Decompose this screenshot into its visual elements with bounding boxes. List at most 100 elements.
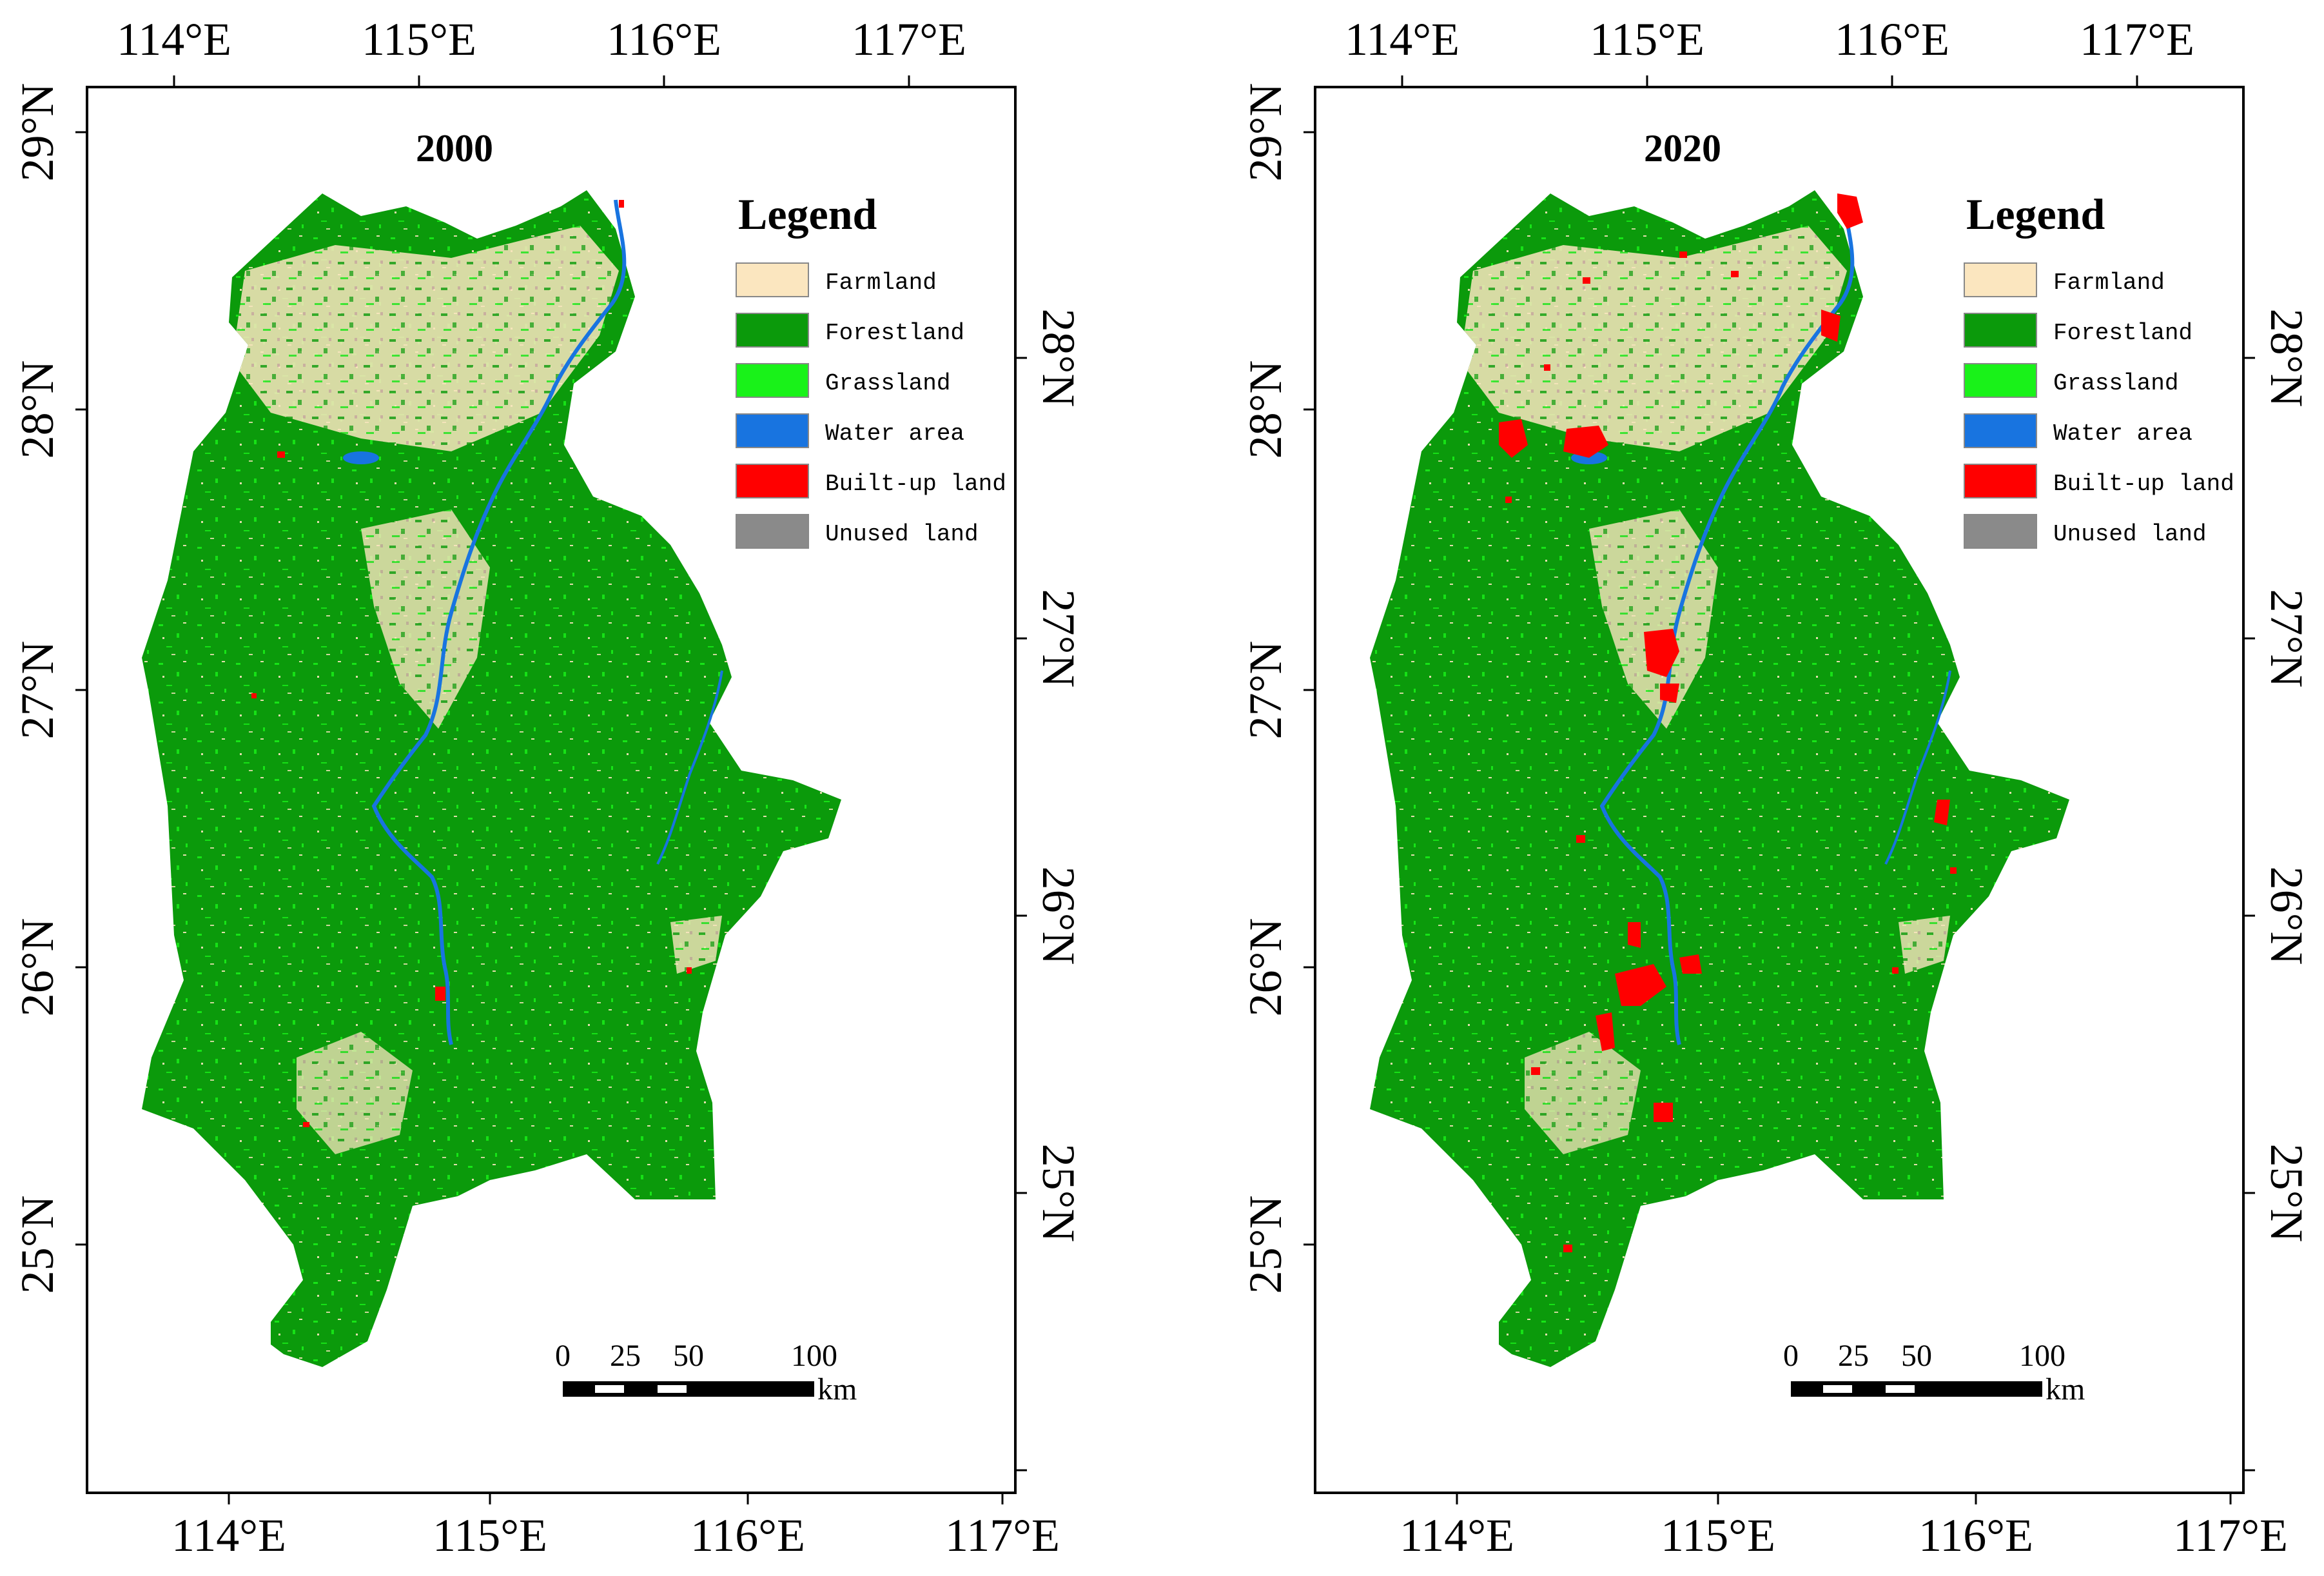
lat-ticks-left [1304,131,1315,1246]
scale-tick-100: 100 [2019,1339,2065,1373]
lat-label-right-3: 26°N [2261,867,2312,965]
legend-swatch-grassland [1964,363,2037,398]
legend-label-farmland: Farmland [2053,270,2165,296]
lon-label-bottom-2: 115°E [433,1510,547,1561]
lat-label-left-4: 26°N [12,918,63,1017]
built-up-patches [251,200,692,1127]
legend-swatch-unused-land [1964,514,2037,549]
legend-label-forestland: Forestland [825,320,964,346]
legend-label-forestland: Forestland [2053,320,2192,346]
scale-bar: 0 25 50 100 km [555,1339,857,1406]
lon-labels-top: 114°E 115°E 116°E 117°E [117,14,966,65]
lat-label-left-2: 28°N [12,360,63,459]
farmland-zone-north [1460,226,1847,451]
legend-swatch-built-up-land [1964,464,2037,498]
legend: Legend Farmland Forestland Grassland Wat… [1964,190,2234,549]
scale-tick-100: 100 [791,1339,837,1373]
map-panel-2000: 114°E 115°E 116°E 117°E 114°E 115°E 116°… [12,14,1084,1561]
panel-title: 2000 [416,127,493,170]
farmland-zone-central [361,509,490,729]
farmland-zone-central [1589,509,1718,729]
lat-ticks-right [2243,357,2255,1472]
legend-label-grassland: Grassland [2053,370,2178,397]
legend-label-built-up-land: Built-up land [825,471,1006,497]
land-use-region [1370,190,2069,1367]
legend-swatch-water-area [1964,413,2037,448]
legend-label-grassland: Grassland [825,370,950,397]
scale-tick-50: 50 [1901,1339,1932,1373]
legend-label-unused-land: Unused land [2053,521,2207,547]
scale-bar-white-seg-1 [1823,1385,1852,1393]
reservoir [343,451,379,464]
lat-ticks-left [75,131,87,1246]
lat-label-right-2: 27°N [2261,589,2312,688]
river-tributary-east [656,670,723,865]
lon-label-top-4: 117°E [2080,14,2194,65]
lat-label-right-1: 28°N [2261,309,2312,408]
lon-label-bottom-1: 114°E [171,1510,286,1561]
lat-label-left-3: 27°N [1240,641,1291,740]
lon-label-top-1: 114°E [1345,14,1460,65]
scale-tick-50: 50 [673,1339,704,1373]
lon-ticks-top [1401,75,2138,87]
lat-label-left-1: 29°N [1240,83,1291,182]
map-panel-2020: 114°E 115°E 116°E 117°E 114°E 115°E 116°… [1240,14,2312,1561]
farmland-zone-east [1899,916,1950,974]
land-use-region [142,190,841,1367]
legend-label-unused-land: Unused land [825,521,979,547]
lat-labels-left: 29°N 28°N 27°N 26°N 25°N [1240,83,1291,1294]
lon-ticks-bottom [1456,1493,2232,1504]
farmland-zone-north [232,226,619,451]
lat-label-right-3: 26°N [1033,867,1084,965]
legend-title: Legend [738,190,877,239]
scale-tick-25: 25 [610,1339,641,1373]
legend-label-water-area: Water area [825,420,964,447]
scale-unit: km [817,1372,857,1406]
farmland-zone-south [297,1032,413,1154]
lon-ticks-top [173,75,910,87]
lat-label-left-1: 29°N [12,83,63,182]
lon-label-top-3: 116°E [1835,14,1949,65]
legend-swatch-water-area [736,413,809,448]
lon-labels-top: 114°E 115°E 116°E 117°E [1345,14,2194,65]
lon-labels-bottom: 114°E 115°E 116°E 117°E [171,1510,1060,1561]
lon-labels-bottom: 114°E 115°E 116°E 117°E [1400,1510,2288,1561]
lon-label-top-2: 115°E [362,14,476,65]
lat-label-right-1: 28°N [1033,309,1084,408]
scale-bar-white-seg-1 [595,1385,624,1393]
legend-swatch-grassland [736,363,809,398]
lon-label-bottom-4: 117°E [2173,1510,2288,1561]
legend-swatch-farmland [736,262,809,297]
lat-labels-right: 28°N 27°N 26°N 25°N [1033,309,1084,1243]
lon-label-bottom-3: 116°E [1919,1510,2033,1561]
scale-bar: 0 25 50 100 km [1783,1339,2085,1406]
scale-bar-white-seg-2 [658,1385,687,1393]
legend-label-water-area: Water area [2053,420,2192,447]
scale-tick-25: 25 [1838,1339,1869,1373]
lat-label-left-5: 25°N [12,1196,63,1294]
scale-tick-0: 0 [1783,1339,1799,1373]
lon-label-top-4: 117°E [852,14,966,65]
lon-label-top-2: 115°E [1590,14,1704,65]
river [371,199,627,1045]
lat-labels-right: 28°N 27°N 26°N 25°N [2261,309,2312,1243]
lon-ticks-bottom [228,1493,1004,1504]
lat-label-left-5: 25°N [1240,1196,1291,1294]
legend: Legend Farmland Forestland Grassland Wat… [736,190,1006,549]
legend-swatch-forestland [736,313,809,348]
lat-label-left-4: 26°N [1240,918,1291,1017]
legend-title: Legend [1966,190,2105,239]
lat-label-left-2: 28°N [1240,360,1291,459]
lat-labels-left: 29°N 28°N 27°N 26°N 25°N [12,83,63,1294]
legend-swatch-unused-land [736,514,809,549]
built-up-patches [1499,193,1957,1252]
legend-swatch-built-up-land [736,464,809,498]
legend-swatch-forestland [1964,313,2037,348]
lon-label-top-3: 116°E [607,14,721,65]
scale-bar-white-seg-2 [1886,1385,1915,1393]
legend-label-farmland: Farmland [825,270,937,296]
farmland-zone-east [670,916,722,974]
lat-label-left-3: 27°N [12,641,63,740]
lon-label-bottom-1: 114°E [1400,1510,1514,1561]
